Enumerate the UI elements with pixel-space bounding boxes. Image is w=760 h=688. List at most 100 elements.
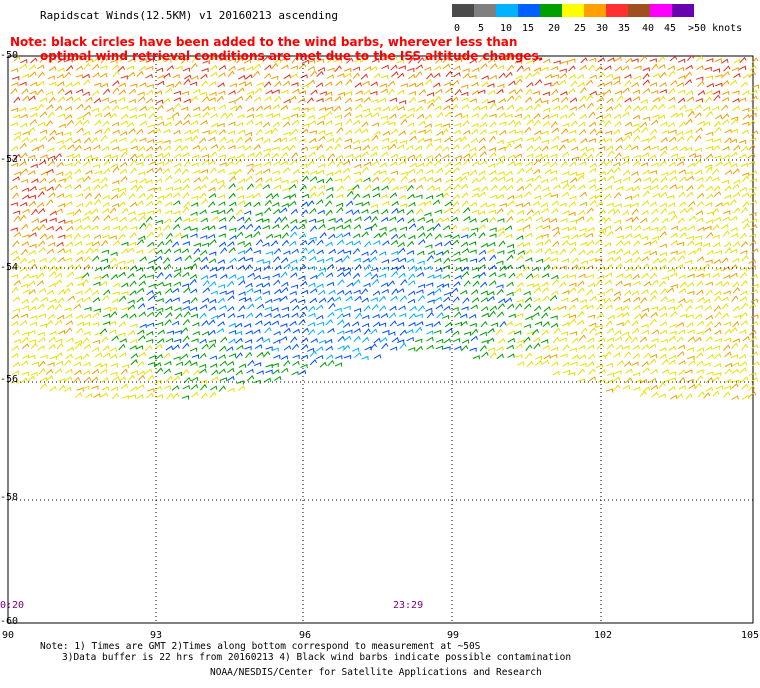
wind-barb (75, 392, 83, 399)
wind-barb (362, 144, 371, 151)
wind-barb (535, 241, 544, 246)
wind-barb (659, 243, 667, 248)
wind-barb (624, 121, 633, 127)
wind-barb (614, 103, 622, 110)
wind-barb (740, 311, 748, 318)
wind-barb (418, 120, 426, 126)
wind-barb (308, 218, 317, 223)
wind-barb (182, 67, 191, 72)
wind-barb (685, 64, 693, 70)
wind-barb (713, 185, 721, 192)
wind-barb (184, 265, 192, 271)
wind-barb (741, 129, 749, 135)
wind-barb (721, 179, 730, 185)
wind-barb (55, 265, 63, 272)
wind-barb (570, 120, 578, 127)
wind-barb (697, 391, 705, 398)
wind-barb (741, 394, 750, 400)
wind-barb (694, 313, 703, 320)
wind-barb (622, 345, 630, 350)
wind-barb (334, 58, 343, 63)
wind-barb (506, 243, 515, 249)
wind-barb (390, 295, 398, 302)
wind-barb (595, 324, 603, 329)
wind-barb (659, 231, 667, 238)
wind-barb (190, 383, 199, 390)
wind-barb (580, 327, 588, 334)
wind-barb (235, 369, 243, 376)
wind-barb (182, 241, 190, 246)
wind-barb (696, 200, 704, 208)
wind-barb (578, 121, 586, 127)
wind-barb (478, 170, 486, 176)
wind-barb (468, 232, 477, 238)
wind-barb (346, 190, 354, 198)
wind-barb (353, 335, 361, 342)
wind-barb (235, 186, 244, 192)
wind-barb (165, 306, 173, 311)
wind-barb (616, 95, 624, 102)
wind-barb (29, 106, 37, 111)
wind-barb (126, 65, 135, 70)
wind-barb (139, 105, 147, 112)
wind-barb (83, 175, 91, 183)
wind-barb (336, 312, 345, 320)
wind-barb (19, 63, 27, 70)
wind-barb (101, 386, 110, 391)
wind-barb (733, 207, 741, 214)
wind-barb (174, 232, 182, 238)
wind-barb (191, 195, 199, 200)
wind-barb (209, 266, 218, 272)
wind-barb (57, 67, 65, 72)
wind-barb (301, 107, 309, 112)
wind-barb (273, 255, 281, 263)
wind-barb (568, 73, 577, 80)
wind-barb (183, 310, 191, 318)
wind-barb (444, 136, 452, 143)
wind-barb (443, 81, 452, 87)
wind-barb (121, 364, 130, 369)
wind-barb (598, 119, 606, 126)
wind-barb (652, 97, 661, 103)
wind-barb (705, 219, 714, 224)
wind-barb (120, 225, 128, 232)
wind-barb (569, 331, 578, 336)
wind-barb (526, 144, 534, 152)
wind-barb (155, 167, 163, 174)
wind-barb (40, 296, 49, 302)
wind-barb (145, 73, 153, 79)
wind-barb (497, 227, 505, 232)
wind-barb (146, 167, 154, 174)
legend-swatch-0 (452, 4, 474, 17)
wind-barb (695, 127, 703, 133)
wind-barb (418, 99, 426, 104)
wind-barb (605, 73, 614, 79)
wind-barb (613, 166, 621, 174)
wind-barb (208, 225, 216, 231)
wind-barb (227, 387, 235, 392)
wind-barb (58, 178, 66, 183)
wind-barb (273, 339, 281, 344)
wind-barb (418, 89, 426, 96)
lat-label: -50 (0, 50, 19, 61)
wind-barb (237, 113, 245, 119)
wind-barb (380, 115, 388, 120)
wind-barb (624, 335, 632, 342)
wind-barb (180, 327, 189, 334)
wind-barb (427, 274, 435, 279)
lat-label: -60 (0, 616, 19, 627)
wind-barb (307, 106, 315, 112)
wind-barb (300, 74, 308, 79)
wind-barb (74, 168, 82, 175)
wind-barb (649, 135, 657, 142)
wind-barb (713, 242, 721, 248)
map-title: Rapidscat Winds(12.5KM) v1 20160213 asce… (40, 9, 339, 22)
wind-barb (38, 159, 47, 166)
wind-barb (219, 360, 227, 367)
wind-barb (128, 128, 136, 134)
wind-barb (389, 216, 397, 222)
wind-barb (669, 394, 678, 400)
wind-barb (589, 128, 597, 135)
wind-barb (361, 151, 369, 157)
wind-barb (505, 321, 513, 327)
